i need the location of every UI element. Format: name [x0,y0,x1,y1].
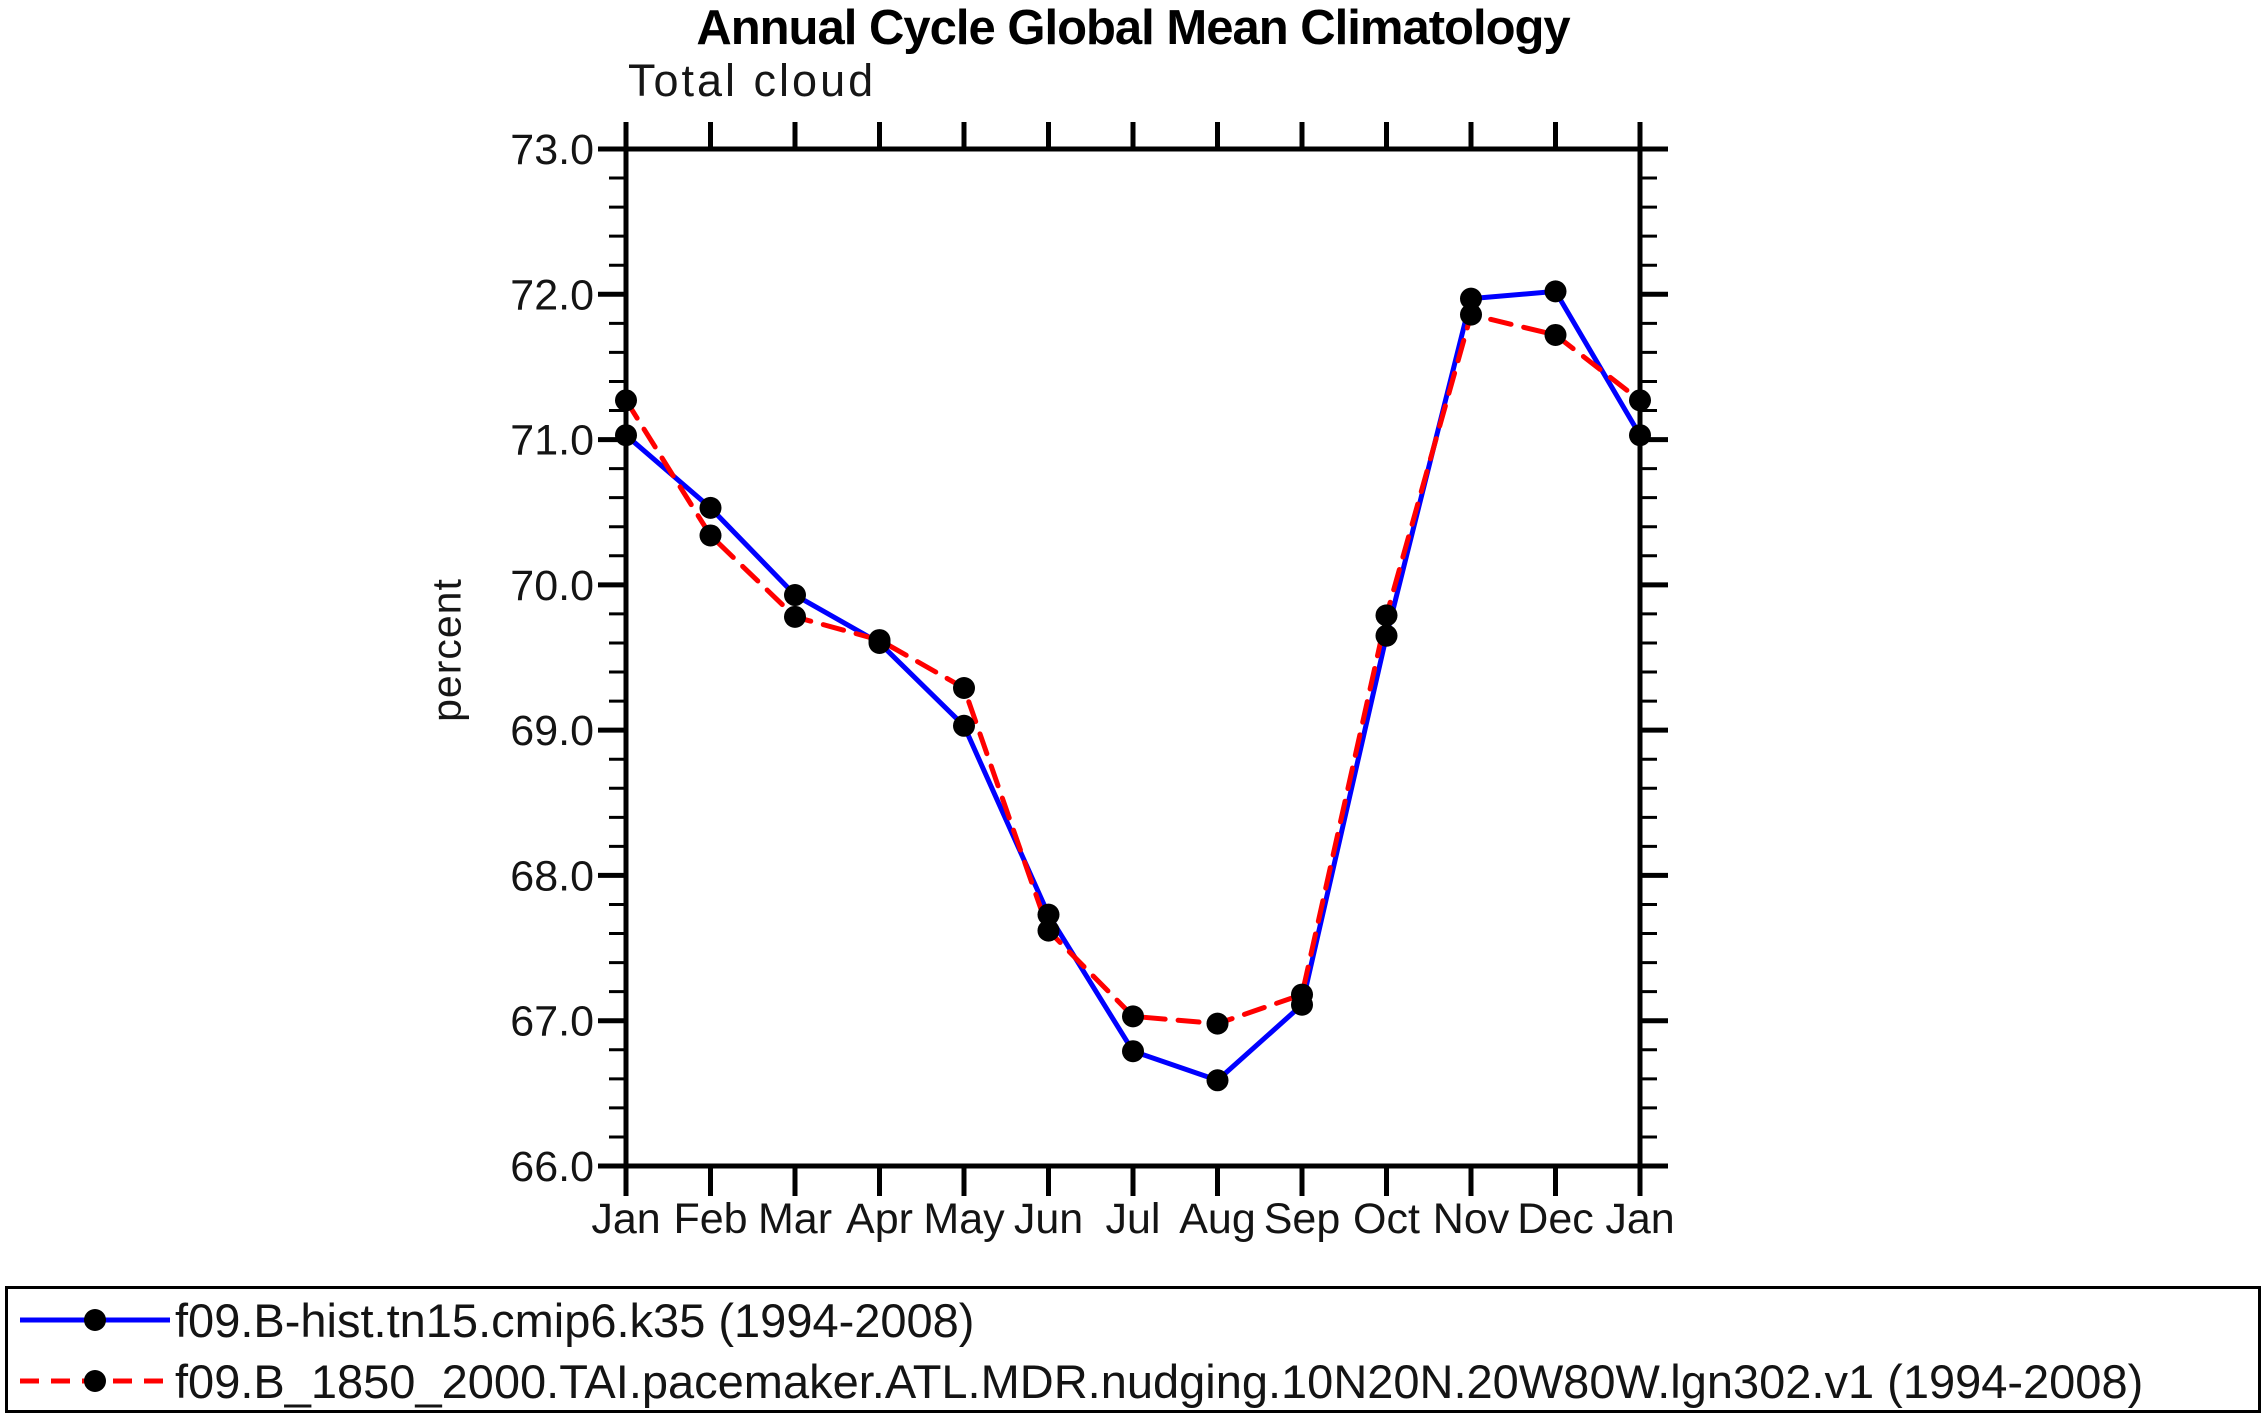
y-axis-tick-label: 67.0 [510,998,594,1046]
data-point-marker [1544,323,1567,346]
legend-item-series-0: f09.B-hist.tn15.cmip6.k35 (1994-2008) [18,1293,974,1347]
data-point-marker [699,496,722,519]
y-axis-tick-label: 70.0 [510,562,594,610]
data-point-marker [1375,624,1398,647]
data-point-marker [784,605,806,628]
data-point-marker [1291,983,1313,1006]
data-point-marker [953,714,975,737]
y-axis-tick-label: 71.0 [510,417,594,465]
legend-item-series-1: f09.B_1850_2000.TAI.pacemaker.ATL.MDR.nu… [18,1354,2143,1408]
legend-marker-dot [84,1370,106,1392]
chart-title: Annual Cycle Global Mean Climatology [696,1,1570,55]
x-axis-tick-label: Sep [1264,1195,1341,1243]
data-point-marker [1037,903,1060,926]
data-point-marker [1122,1040,1144,1063]
y-axis-tick-label: 72.0 [510,271,594,319]
data-point-marker [1206,1012,1229,1035]
data-point-marker [615,424,637,447]
data-point-marker [953,677,975,700]
x-axis-tick-label: Feb [673,1195,747,1243]
x-axis-tick-label: May [923,1195,1005,1243]
legend-line-sample-0 [20,1309,170,1331]
series-line-0 [623,288,1643,1083]
data-point-marker [1375,604,1398,627]
series-line-1 [623,312,1643,1027]
data-point-marker [615,389,637,412]
x-axis-tick-label: Aug [1179,1195,1256,1243]
legend-label-series-0: f09.B-hist.tn15.cmip6.k35 (1994-2008) [175,1293,975,1347]
data-point-marker [1122,1005,1144,1028]
legend-marker-dot [84,1309,106,1331]
data-point-marker [1206,1069,1229,1092]
data-point-marker [1460,287,1482,310]
y-axis-tick-label: 66.0 [510,1143,594,1191]
x-axis-tick-label: Jan [591,1195,660,1243]
x-axis-tick-label: Jun [1014,1195,1083,1243]
x-axis-tick-label: Oct [1353,1195,1420,1243]
chart-subtitle: Total cloud [628,55,877,106]
x-axis-tick-label: Jul [1106,1195,1161,1243]
data-point-marker [1629,389,1651,412]
x-axis-tick-label: Nov [1433,1195,1510,1243]
legend-line-sample-1 [20,1370,170,1392]
x-axis-tick-label: Mar [758,1195,832,1243]
data-point-marker [1460,303,1482,326]
data-point-marker [1037,919,1060,942]
y-axis-tick-label: 68.0 [510,852,594,900]
data-point-marker [1629,424,1651,447]
data-point-marker [699,524,722,547]
y-axis-tick-label: 69.0 [510,707,594,755]
x-axis-tick-label: Apr [846,1195,913,1243]
data-point-marker [868,629,891,652]
legend-box: f09.B-hist.tn15.cmip6.k35 (1994-2008) f0… [5,1286,2261,1413]
y-axis-tick-label: 73.0 [510,126,594,174]
data-point-marker [1544,280,1567,303]
x-axis-tick-label: Dec [1517,1195,1593,1243]
data-point-marker [784,584,806,607]
legend-label-series-1: f09.B_1850_2000.TAI.pacemaker.ATL.MDR.nu… [175,1354,2144,1408]
x-axis-tick-label: Jan [1605,1195,1674,1243]
